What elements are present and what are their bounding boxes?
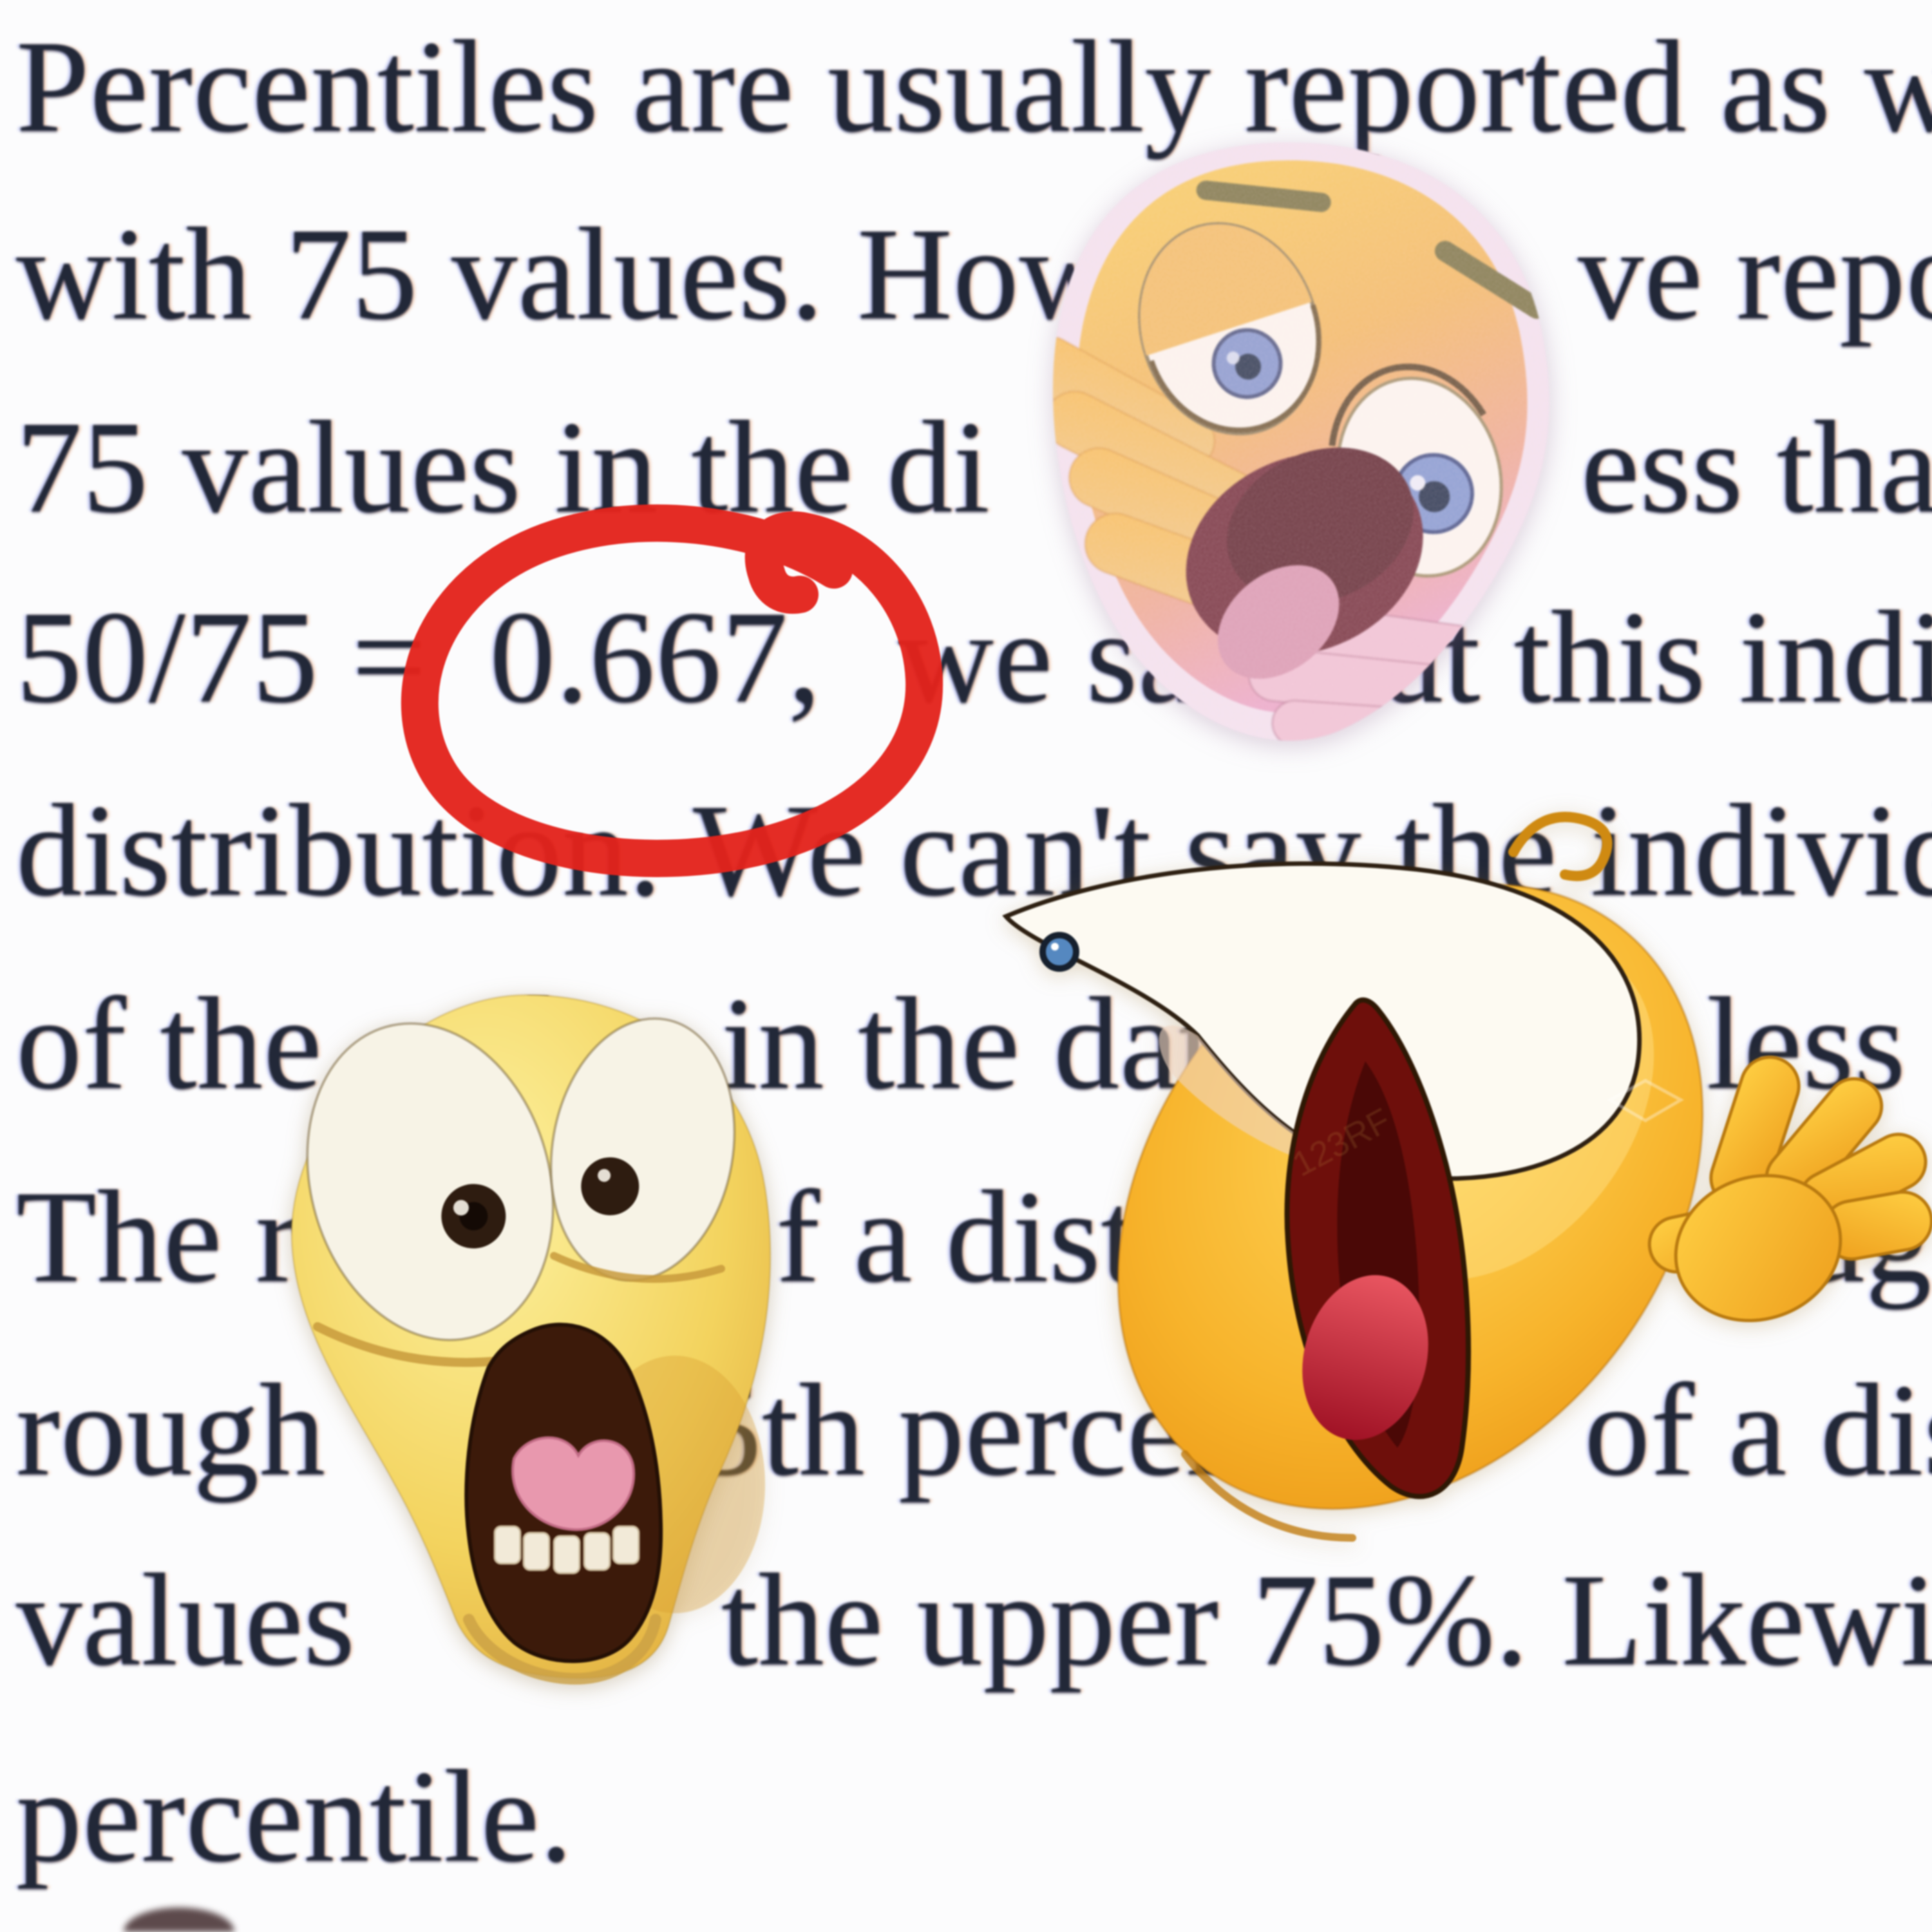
- screaming-face-emoji-sticker: [290, 994, 772, 1685]
- right-eye: [549, 1017, 736, 1282]
- wailing-mouth: [463, 1322, 663, 1685]
- text-segment: with 75 values. How: [16, 201, 1115, 347]
- wailing-mouth: [1284, 997, 1471, 1499]
- text-segment: ess than: [1581, 394, 1932, 540]
- big-white-eye: [1002, 861, 1642, 1181]
- splayed-hand: [1647, 1056, 1932, 1323]
- text-segment: ve repor: [1578, 201, 1932, 347]
- text-segment: at this indiv: [1385, 584, 1932, 730]
- text-segment: rough: [16, 1357, 326, 1503]
- text-segment: the upper 75%. Likewise: [721, 1547, 1932, 1693]
- text-segment-circled-value: 0.667,: [489, 584, 822, 730]
- text-segment: Percentiles are usually reported as w: [16, 14, 1932, 160]
- laughing-sideways-emoji-sticker: 123RF: [1002, 811, 1932, 1542]
- left-eye: [306, 1022, 554, 1341]
- watermark-diamond: [1606, 1079, 1685, 1122]
- text-segment: individ: [1591, 777, 1932, 923]
- shocked-grainy-emoji-sticker: [1027, 116, 1584, 762]
- text-segment: 50/75 =: [16, 584, 427, 730]
- hair-curl: [1508, 811, 1613, 882]
- tongue: [511, 1436, 636, 1531]
- text-segment: of a distr: [1584, 1357, 1932, 1503]
- tongue: [1302, 1275, 1428, 1440]
- chin-crease: [1181, 1450, 1356, 1542]
- text-segment: percentile.: [16, 1743, 573, 1889]
- text-segment: of the: [16, 971, 323, 1117]
- partial-sticker-bottom-edge: [124, 1908, 234, 1932]
- red-circle-annotation: [401, 504, 943, 877]
- text-segment: The r: [16, 1164, 300, 1310]
- text-segment: 75 values in the di: [16, 394, 990, 540]
- teeth: [493, 1525, 640, 1575]
- text-segment: values: [16, 1547, 355, 1693]
